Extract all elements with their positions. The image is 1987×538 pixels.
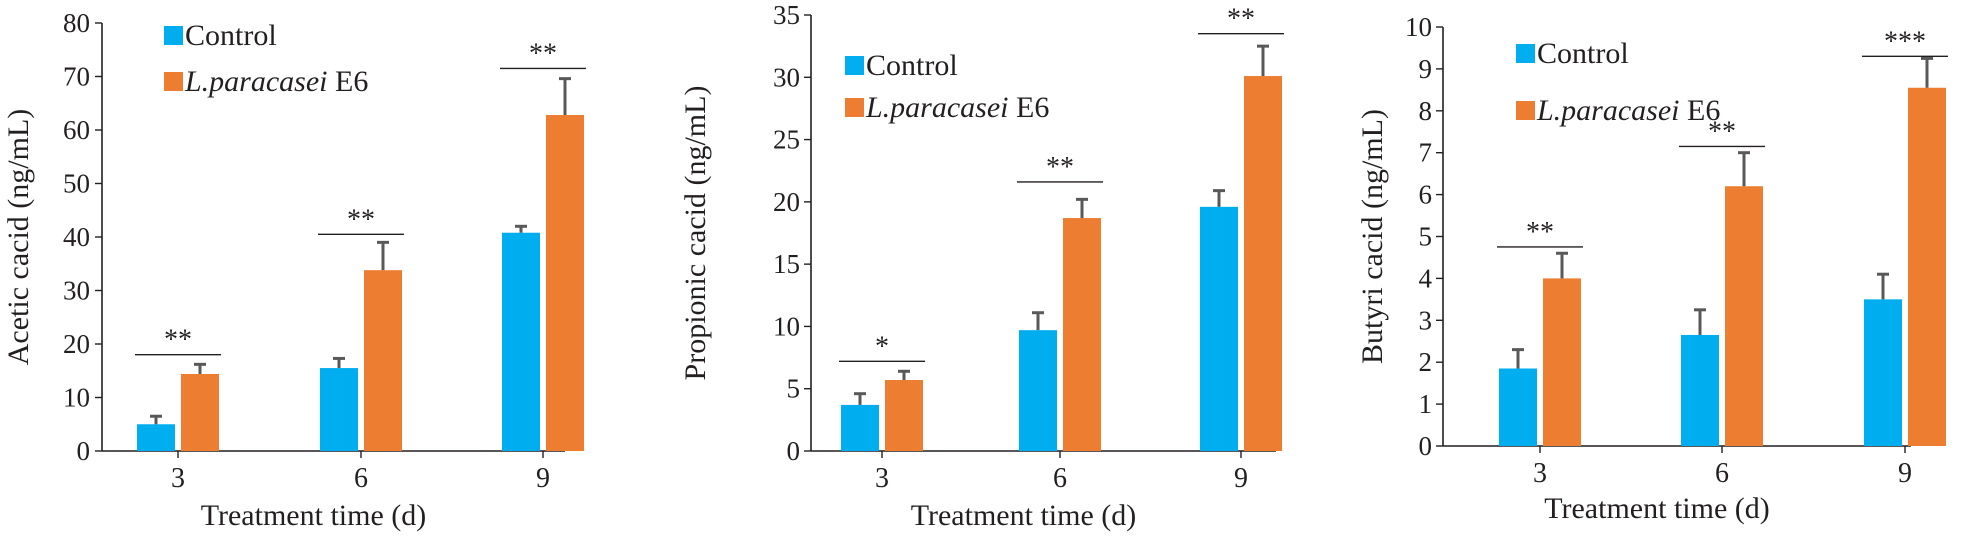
x-axis-title: Treatment time (d) xyxy=(911,499,1137,532)
legend-label-rest: E6 xyxy=(328,65,369,98)
bar-lparacasei xyxy=(364,270,402,451)
x-tick-label: 6 xyxy=(1715,458,1729,489)
bar-control xyxy=(1019,330,1057,451)
propionic-acid-chart: 0 5 10 15 20 25 30 35 3 6 9 Treatment time (d) Propi… xyxy=(679,0,1284,532)
y-tick-label: 25 xyxy=(773,125,800,155)
y-tick-label: 10 xyxy=(1405,12,1432,42)
y-tick-label: 4 xyxy=(1419,263,1433,293)
legend-swatch-lparacasei xyxy=(845,98,864,117)
x-tick-label: 3 xyxy=(1533,458,1547,489)
acetic-acid-chart: 0 10 20 30 40 50 60 70 80 3 6 9 Treatment time (d) Ac… xyxy=(2,8,586,532)
y-tick-label: 20 xyxy=(773,187,800,217)
significance-label: ** xyxy=(164,325,192,356)
butyric-acid-chart: 0 1 2 3 4 5 6 7 8 9 10 3 6 9 Treatment time (d) Butyri … xyxy=(1356,12,1948,525)
x-tick-label: 3 xyxy=(171,463,185,494)
y-axis-title: Propionic cacid (ng/mL) xyxy=(679,86,712,381)
legend-label: L.paracasei E6 xyxy=(1536,94,1720,127)
legend: Control L.paracasei E6 xyxy=(1516,37,1720,127)
legend-swatch-control xyxy=(845,56,864,75)
bar-lparacasei xyxy=(885,379,923,451)
y-axis-title: Acetic cacid (ng/mL) xyxy=(2,109,35,366)
y-tick-label: 8 xyxy=(1419,96,1433,126)
y-tick-label: 80 xyxy=(63,8,90,38)
y-tick-label: 7 xyxy=(1419,138,1433,168)
bar-lparacasei xyxy=(1543,278,1581,446)
bar-control xyxy=(1864,299,1902,446)
bar-lparacasei xyxy=(1244,76,1282,451)
bar-control xyxy=(137,424,175,451)
x-tick-label: 9 xyxy=(1898,458,1912,489)
y-tick-label: 3 xyxy=(1419,305,1433,335)
y-tick-label: 50 xyxy=(63,169,90,199)
x-tick-label: 6 xyxy=(354,463,368,494)
y-tick-label: 2 xyxy=(1419,347,1433,377)
y-tick-label: 10 xyxy=(773,311,800,341)
y-tick-label: 15 xyxy=(773,249,800,279)
legend-label: L.paracasei E6 xyxy=(865,91,1049,124)
y-tick-label: 40 xyxy=(63,222,90,252)
y-tick-label: 30 xyxy=(63,276,90,306)
y-tick-label: 30 xyxy=(773,62,800,92)
legend-label-italic: L.paracasei xyxy=(865,91,1009,124)
bar-control xyxy=(1681,334,1719,446)
bar-lparacasei xyxy=(546,115,584,452)
significance-label: ** xyxy=(1526,217,1554,248)
y-tick-label: 5 xyxy=(787,374,801,404)
y-tick-label: 0 xyxy=(1419,431,1433,461)
y-tick-label: 1 xyxy=(1419,389,1433,419)
bar-control xyxy=(1499,368,1537,446)
y-tick-label: 0 xyxy=(77,436,91,466)
y-tick-label: 9 xyxy=(1419,54,1433,84)
y-tick-label: 5 xyxy=(1419,222,1433,252)
bar-control xyxy=(841,404,879,451)
y-tick-label: 10 xyxy=(63,383,90,413)
significance-label: ** xyxy=(529,38,557,69)
bar-lparacasei xyxy=(1908,87,1946,446)
legend-swatch-control xyxy=(164,26,183,45)
significance-label: ** xyxy=(1046,152,1074,183)
bar-control xyxy=(320,368,358,451)
legend-label: Control xyxy=(1537,37,1629,70)
y-tick-label: 35 xyxy=(773,0,800,30)
legend: Control L.paracasei E6 xyxy=(845,49,1049,124)
legend-label-rest: E6 xyxy=(1680,94,1721,127)
x-axis-title: Treatment time (d) xyxy=(201,499,427,532)
legend-swatch-lparacasei xyxy=(164,72,183,91)
x-tick-label: 6 xyxy=(1053,463,1067,494)
x-tick-label: 3 xyxy=(875,463,889,494)
legend-label: Control xyxy=(866,49,958,82)
legend-label-rest: E6 xyxy=(1009,91,1050,124)
y-axis-title: Butyri cacid (ng/mL) xyxy=(1356,109,1389,364)
y-tick-label: 60 xyxy=(63,115,90,145)
y-tick-label: 20 xyxy=(63,329,90,359)
significance-label: * xyxy=(875,331,889,362)
y-tick-label: 6 xyxy=(1419,180,1433,210)
bar-control xyxy=(502,232,540,451)
legend-label-italic: L.paracasei xyxy=(184,65,328,98)
bar-lparacasei xyxy=(1063,218,1101,451)
legend-label: Control xyxy=(185,19,277,52)
significance-label: ** xyxy=(347,204,375,235)
bar-lparacasei xyxy=(1725,186,1763,446)
bar-control xyxy=(1200,206,1238,451)
x-tick-label: 9 xyxy=(1234,463,1248,494)
significance-label: ** xyxy=(1227,4,1255,35)
significance-label: ** xyxy=(1708,116,1736,147)
y-tick-label: 0 xyxy=(787,436,801,466)
legend-swatch-control xyxy=(1516,44,1535,63)
x-axis-title: Treatment time (d) xyxy=(1544,492,1770,525)
legend: Control L.paracasei E6 xyxy=(164,19,368,98)
significance-label: *** xyxy=(1884,26,1926,57)
legend-label: L.paracasei E6 xyxy=(184,65,368,98)
legend-swatch-lparacasei xyxy=(1516,101,1535,120)
bar-lparacasei xyxy=(181,373,219,451)
y-tick-label: 70 xyxy=(63,62,90,92)
legend-label-italic: L.paracasei xyxy=(1536,94,1680,127)
x-tick-label: 9 xyxy=(536,463,550,494)
